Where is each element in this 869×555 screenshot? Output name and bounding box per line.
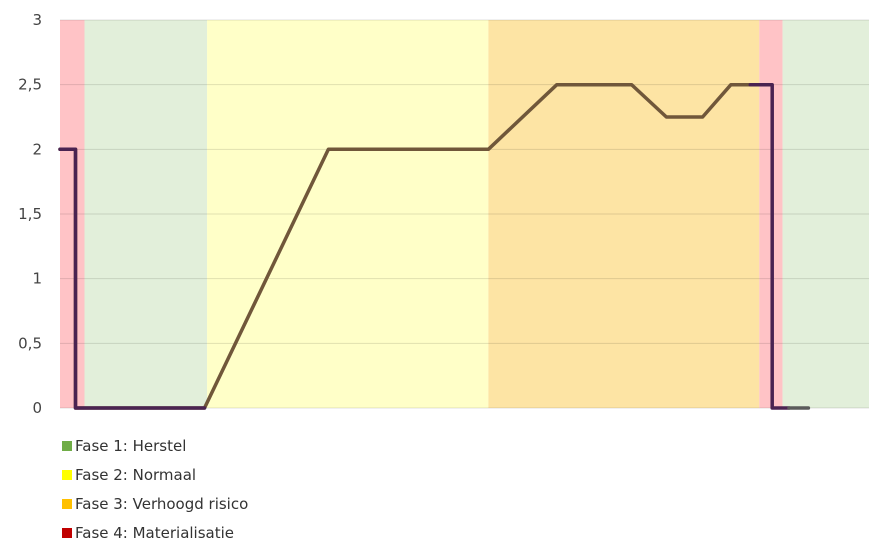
y-tick-label: 2,5 <box>18 76 42 94</box>
phase-band <box>60 20 85 408</box>
legend-item: Fase 4: Materialisatie <box>62 518 248 547</box>
series-line <box>748 82 791 410</box>
legend-label: Fase 3: Verhoogd risico <box>75 494 249 513</box>
phase-band <box>84 20 208 408</box>
legend-item: Fase 1: Herstel <box>62 431 248 460</box>
y-tick-label: 0,5 <box>18 334 42 352</box>
legend: Fase 1: Herstel Fase 2: Normaal Fase 3: … <box>62 431 248 547</box>
y-tick-label: 1 <box>32 270 42 288</box>
data-lines <box>58 82 811 410</box>
y-axis-ticks: 0 0,5 1 1,5 2 2,5 3 <box>18 11 42 417</box>
phase-band <box>207 20 489 408</box>
legend-swatch <box>62 498 72 509</box>
phase-band <box>782 20 869 408</box>
phase-chart: 0 0,5 1 1,5 2 2,5 3 <box>18 11 869 417</box>
legend-item: Fase 3: Verhoogd risico <box>62 489 248 518</box>
y-tick-label: 0 <box>32 399 42 417</box>
legend-label: Fase 4: Materialisatie <box>75 523 235 542</box>
legend-swatch <box>62 440 72 451</box>
legend-label: Fase 2: Normaal <box>75 465 197 484</box>
y-tick-label: 2 <box>32 140 42 158</box>
legend-swatch <box>62 527 72 538</box>
legend-swatch <box>62 469 72 480</box>
legend-item: Fase 2: Normaal <box>62 460 248 489</box>
series-line <box>58 147 207 410</box>
y-tick-label: 3 <box>32 11 42 29</box>
y-tick-label: 1,5 <box>18 205 42 223</box>
legend-label: Fase 1: Herstel <box>75 436 187 455</box>
